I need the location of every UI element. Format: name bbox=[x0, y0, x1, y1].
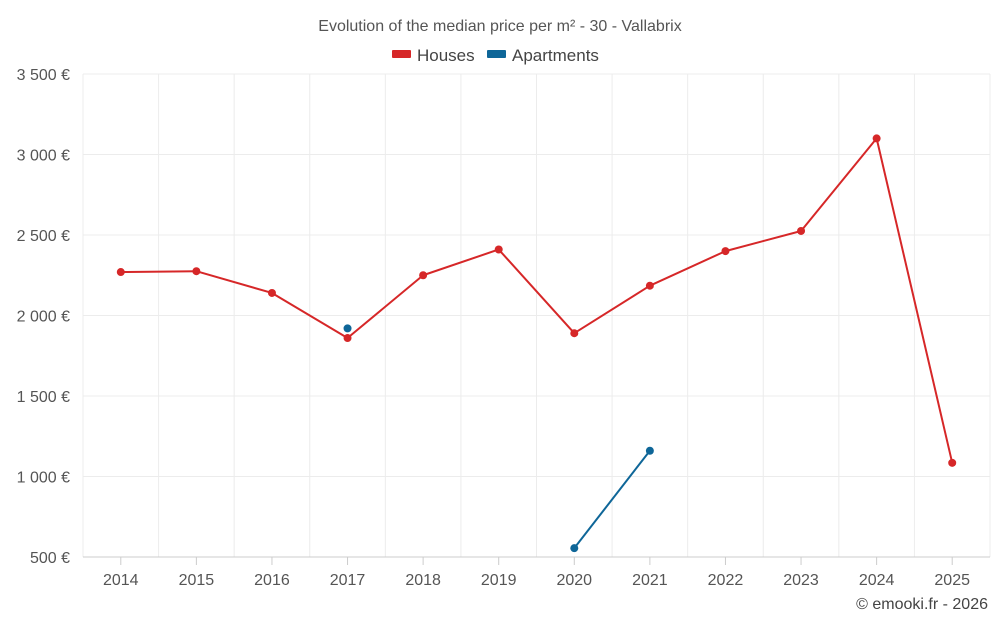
data-point-houses-2015[interactable] bbox=[192, 267, 201, 276]
legend-swatch-apartments bbox=[487, 50, 506, 58]
y-tick-label: 500 € bbox=[30, 550, 70, 567]
series-line-apartments bbox=[573, 450, 651, 549]
series-layer bbox=[116, 134, 957, 553]
series-apartments bbox=[343, 324, 654, 553]
series-houses bbox=[116, 134, 957, 467]
y-tick-label: 3 500 € bbox=[17, 67, 70, 84]
data-point-houses-2024[interactable] bbox=[872, 134, 881, 143]
data-point-apartments-2017[interactable] bbox=[343, 324, 352, 333]
y-tick-label: 2 500 € bbox=[17, 228, 70, 245]
grid bbox=[82, 73, 991, 557]
legend-label-houses: Houses bbox=[417, 46, 475, 65]
legend-label-apartments: Apartments bbox=[512, 46, 599, 65]
data-point-houses-2021[interactable] bbox=[645, 281, 654, 290]
data-point-houses-2017[interactable] bbox=[343, 334, 352, 343]
x-tick-label: 2019 bbox=[481, 572, 517, 589]
x-tick-label: 2021 bbox=[632, 572, 668, 589]
y-tick-label: 1 000 € bbox=[17, 470, 70, 487]
y-tick-label: 2 000 € bbox=[17, 309, 70, 326]
legend-swatch-houses bbox=[392, 50, 411, 58]
y-tick-label: 1 500 € bbox=[17, 389, 70, 406]
x-tick-label: 2017 bbox=[330, 572, 366, 589]
x-tick-label: 2015 bbox=[179, 572, 215, 589]
x-tick-label: 2025 bbox=[934, 572, 970, 589]
x-tick-label: 2022 bbox=[708, 572, 744, 589]
legend[interactable]: Houses Apartments bbox=[392, 46, 599, 65]
x-tick-label: 2024 bbox=[859, 572, 895, 589]
x-tick-label: 2020 bbox=[556, 572, 592, 589]
data-point-houses-2020[interactable] bbox=[570, 329, 579, 338]
x-tick-label: 2023 bbox=[783, 572, 819, 589]
copyright-credit: © emooki.fr - 2026 bbox=[856, 596, 988, 613]
data-point-houses-2014[interactable] bbox=[116, 268, 125, 277]
data-point-houses-2025[interactable] bbox=[948, 458, 957, 467]
y-tick-label: 3 000 € bbox=[17, 148, 70, 165]
data-point-apartments-2020[interactable] bbox=[570, 544, 579, 553]
axes: 500 € 1 000 € 1 500 € 2 000 € 2 500 € 3 000 €… bbox=[17, 67, 990, 589]
data-point-apartments-2021[interactable] bbox=[645, 446, 654, 455]
legend-item-houses[interactable]: Houses bbox=[392, 46, 475, 65]
series-line-houses bbox=[120, 137, 954, 464]
legend-item-apartments[interactable]: Apartments bbox=[487, 46, 599, 65]
chart-title: Evolution of the median price per m² - 3… bbox=[318, 18, 681, 35]
x-tick-label: 2014 bbox=[103, 572, 139, 589]
data-point-houses-2023[interactable] bbox=[797, 226, 806, 235]
data-point-houses-2016[interactable] bbox=[267, 288, 276, 297]
data-point-houses-2019[interactable] bbox=[494, 245, 503, 254]
data-point-houses-2022[interactable] bbox=[721, 247, 730, 256]
data-point-houses-2018[interactable] bbox=[419, 271, 428, 280]
x-tick-label: 2016 bbox=[254, 572, 290, 589]
x-tick-label: 2018 bbox=[405, 572, 441, 589]
